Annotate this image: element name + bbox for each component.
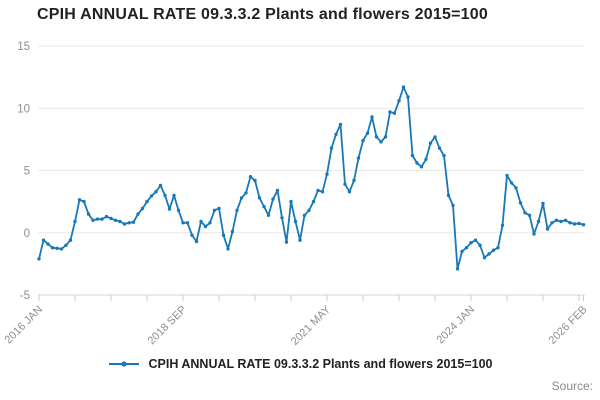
series-markers	[37, 85, 586, 271]
svg-text:2016 JAN: 2016 JAN	[2, 304, 45, 347]
legend: CPIH ANNUAL RATE 09.3.3.2 Plants and flo…	[0, 357, 600, 371]
legend-label: CPIH ANNUAL RATE 09.3.3.2 Plants and flo…	[148, 357, 493, 371]
y-axis-labels: 15 10 5 0 -5	[17, 41, 30, 302]
svg-text:10: 10	[17, 103, 30, 115]
svg-text:2018 SEP: 2018 SEP	[146, 304, 190, 348]
series-line	[38, 86, 585, 270]
svg-text:15: 15	[17, 41, 30, 53]
x-axis-ticks	[38, 295, 584, 301]
source-label: Source:	[551, 379, 593, 393]
x-axis-labels: 2016 JAN 2018 SEP 2021 MAY 2024 JAN 2026 FEB	[2, 303, 589, 348]
legend-line-marker-icon	[108, 361, 139, 367]
svg-text:0: 0	[24, 228, 30, 240]
svg-text:-5: -5	[20, 290, 30, 302]
line-chart-plot-area: 15 10 5 0 -5 2016 JAN 2018 SEP 2021 MAY 2024 JAN…	[2, 41, 589, 348]
svg-text:2024 JAN: 2024 JAN	[434, 304, 477, 347]
chart-title: CPIH ANNUAL RATE 09.3.3.2 Plants and flo…	[37, 6, 488, 23]
svg-text:2026 FEB: 2026 FEB	[547, 304, 590, 347]
y-gridlines	[38, 45, 585, 296]
svg-text:5: 5	[24, 166, 30, 178]
svg-text:2021 MAY: 2021 MAY	[289, 303, 334, 348]
